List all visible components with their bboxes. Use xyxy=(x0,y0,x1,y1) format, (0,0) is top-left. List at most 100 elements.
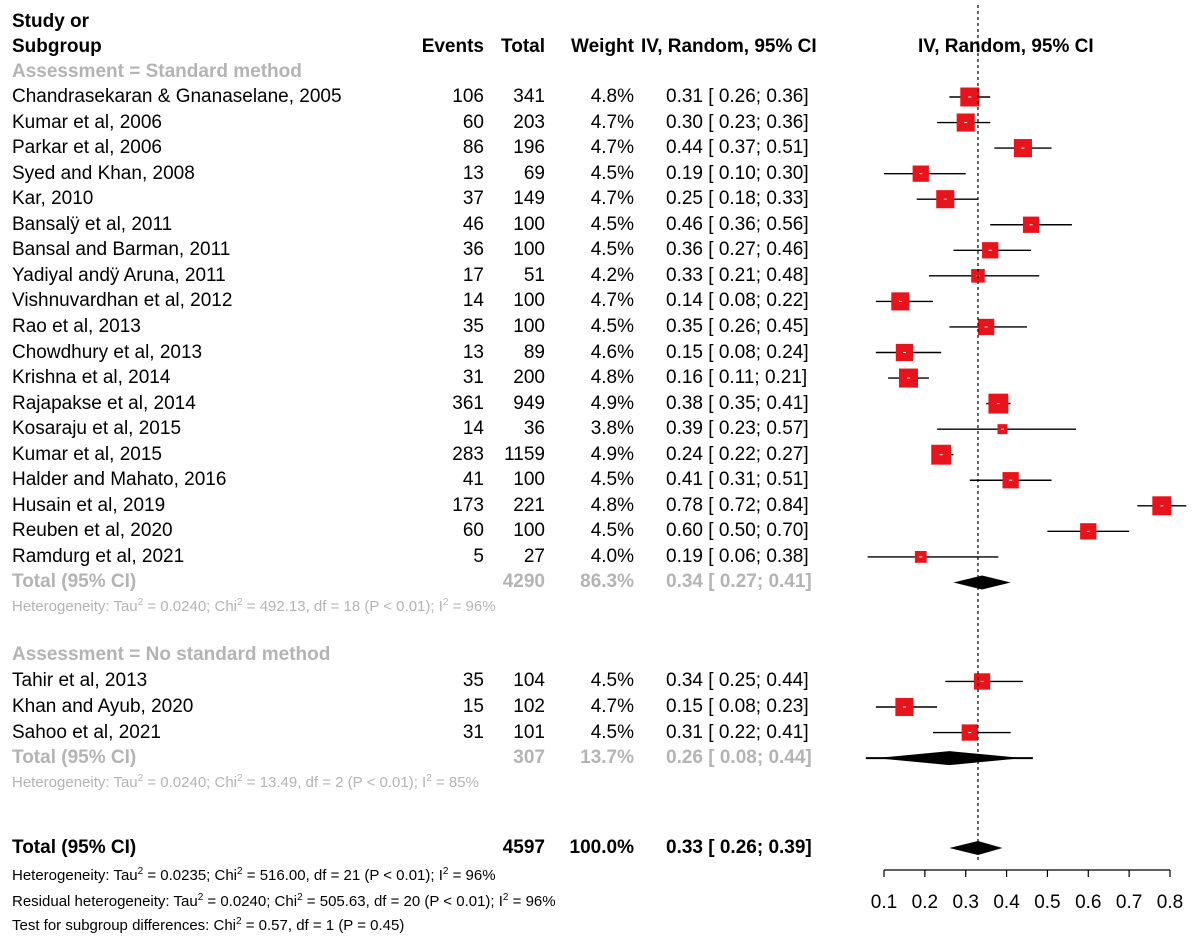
study-name: Chandrasekaran & Gnanaselane, 2005 xyxy=(12,86,342,107)
study-weight: 4.9% xyxy=(590,443,634,465)
study-events: 46 xyxy=(462,213,484,235)
study-events: 15 xyxy=(462,696,484,717)
header-weight: Weight xyxy=(571,36,634,57)
header-total: Total xyxy=(501,36,545,57)
x-tick-label: 0.7 xyxy=(1116,892,1142,913)
x-tick-label: 0.5 xyxy=(1034,892,1060,913)
study-ci: 0.14 [ 0.08; 0.22] xyxy=(666,290,809,312)
study-ci: 0.19 [ 0.10; 0.30] xyxy=(666,162,809,184)
study-name: Ramdurg et al, 2021 xyxy=(12,545,185,567)
subgroup-heterogeneity: Heterogeneity: Tau2 = 0.0240; Chi2 = 492… xyxy=(12,598,496,616)
study-name: Bansal and Barman, 2011 xyxy=(12,239,231,261)
study-total: 69 xyxy=(523,162,545,184)
study-ci: 0.34 [ 0.25; 0.44] xyxy=(666,670,809,692)
study-total: 100 xyxy=(513,290,545,312)
study-ci: 0.31 [ 0.26; 0.36] xyxy=(666,86,809,107)
study-name: Rajapakse et al, 2014 xyxy=(12,392,196,414)
superscript: 2 xyxy=(236,916,242,927)
x-tick-label: 0.3 xyxy=(953,892,979,913)
study-events: 41 xyxy=(462,469,484,491)
study-ci: 0.31 [ 0.22; 0.41] xyxy=(666,721,809,743)
study-total: 221 xyxy=(513,494,545,516)
header-study: Study or xyxy=(12,11,90,32)
heterogeneity-part: = 0.0235; Chi xyxy=(143,867,238,884)
study-total: 89 xyxy=(523,341,545,363)
study-weight: 4.5% xyxy=(590,213,634,235)
study-ci: 0.24 [ 0.22; 0.27] xyxy=(666,443,809,465)
study-ci: 0.39 [ 0.23; 0.57] xyxy=(666,418,809,440)
study-weight: 4.9% xyxy=(590,392,634,414)
study-weight: 4.8% xyxy=(590,86,634,107)
study-name: Sahoo et al, 2021 xyxy=(12,721,161,743)
heterogeneity-part: Heterogeneity: Tau xyxy=(12,774,138,792)
heterogeneity-part: = 96% xyxy=(448,598,496,616)
subgroup-label: Assessment = Standard method xyxy=(12,61,302,82)
study-ci: 0.25 [ 0.18; 0.33] xyxy=(666,188,809,210)
study-name: Yadiyal andÿ Aruna, 2011 xyxy=(12,264,226,286)
summary-diamond xyxy=(953,575,1011,590)
study-events: 283 xyxy=(452,443,484,465)
overall-total: 4597 xyxy=(502,837,545,858)
superscript: 2 xyxy=(297,892,303,903)
superscript: 2 xyxy=(442,597,449,609)
subgroup-total-label: Total (95% CI) xyxy=(12,747,137,769)
study-name: Syed and Khan, 2008 xyxy=(12,162,195,184)
plot-title: IV, Random, 95% CI xyxy=(918,36,1094,57)
heterogeneity-part: = 505.63, df = 20 (P < 0.01); I xyxy=(302,893,503,910)
study-weight: 4.8% xyxy=(590,494,634,516)
study-total: 27 xyxy=(523,545,545,567)
study-events: 5 xyxy=(473,545,484,567)
study-total: 200 xyxy=(513,367,545,389)
study-name: Kumar et al, 2015 xyxy=(12,443,162,465)
heterogeneity-part: = 13.49, df = 2 (P < 0.01); I xyxy=(242,774,427,792)
subgroup-total-ci: 0.34 [ 0.27; 0.41] xyxy=(666,571,812,593)
x-tick-label: 0.6 xyxy=(1075,892,1101,913)
heterogeneity-part: = 0.57, df = 1 (P = 0.45) xyxy=(241,917,405,934)
study-total: 100 xyxy=(513,239,545,261)
header-subgroup: Subgroup xyxy=(12,36,102,57)
subgroup-total-label: Total (95% CI) xyxy=(12,571,137,593)
heterogeneity-part: = 85% xyxy=(431,774,479,792)
study-ci: 0.35 [ 0.26; 0.45] xyxy=(666,315,809,337)
study-events: 14 xyxy=(462,418,484,440)
study-ci: 0.15 [ 0.08; 0.23] xyxy=(666,696,809,717)
subgroup-total-weight: 13.7% xyxy=(580,747,634,769)
study-total: 1159 xyxy=(504,443,545,465)
study-weight: 4.7% xyxy=(590,137,634,159)
study-total: 100 xyxy=(513,469,545,491)
x-tick-label: 0.4 xyxy=(993,892,1020,913)
study-events: 86 xyxy=(462,137,484,159)
study-name: Kumar et al, 2006 xyxy=(12,111,162,133)
superscript: 2 xyxy=(137,773,144,785)
overall-label: Total (95% CI) xyxy=(12,837,137,858)
heterogeneity-part: Residual heterogeneity: Tau xyxy=(12,893,198,910)
heterogeneity-part: = 96% xyxy=(508,893,556,910)
study-ci: 0.78 [ 0.72; 0.84] xyxy=(666,494,809,516)
study-name: Chowdhury et al, 2013 xyxy=(12,341,203,363)
study-total: 102 xyxy=(513,696,545,717)
superscript: 2 xyxy=(237,866,243,877)
heterogeneity-part: Test for subgroup differences: Chi xyxy=(12,917,237,934)
study-ci: 0.16 [ 0.11; 0.21] xyxy=(666,367,808,389)
superscript: 2 xyxy=(237,597,243,609)
study-total: 100 xyxy=(513,315,545,337)
study-events: 36 xyxy=(462,239,484,261)
study-weight: 4.2% xyxy=(590,264,634,286)
header-events: Events xyxy=(421,36,484,57)
study-events: 106 xyxy=(452,86,484,107)
heterogeneity-part: = 0.0240; Chi xyxy=(143,774,238,792)
subgroup-differences: Test for subgroup differences: Chi2 = 0.… xyxy=(12,917,404,935)
study-weight: 3.8% xyxy=(590,418,634,440)
study-events: 35 xyxy=(462,315,484,337)
study-events: 37 xyxy=(462,188,484,210)
superscript: 2 xyxy=(442,866,449,877)
heterogeneity-part: = 96% xyxy=(448,867,496,884)
study-events: 31 xyxy=(462,367,484,389)
study-ci: 0.60 [ 0.50; 0.70] xyxy=(666,520,809,542)
study-name: Parkar et al, 2006 xyxy=(12,137,162,159)
overall-heterogeneity: Heterogeneity: Tau2 = 0.0235; Chi2 = 516… xyxy=(12,867,496,885)
superscript: 2 xyxy=(137,597,144,609)
study-events: 14 xyxy=(462,290,484,312)
heterogeneity-part: = 0.0240; Chi xyxy=(143,598,238,616)
